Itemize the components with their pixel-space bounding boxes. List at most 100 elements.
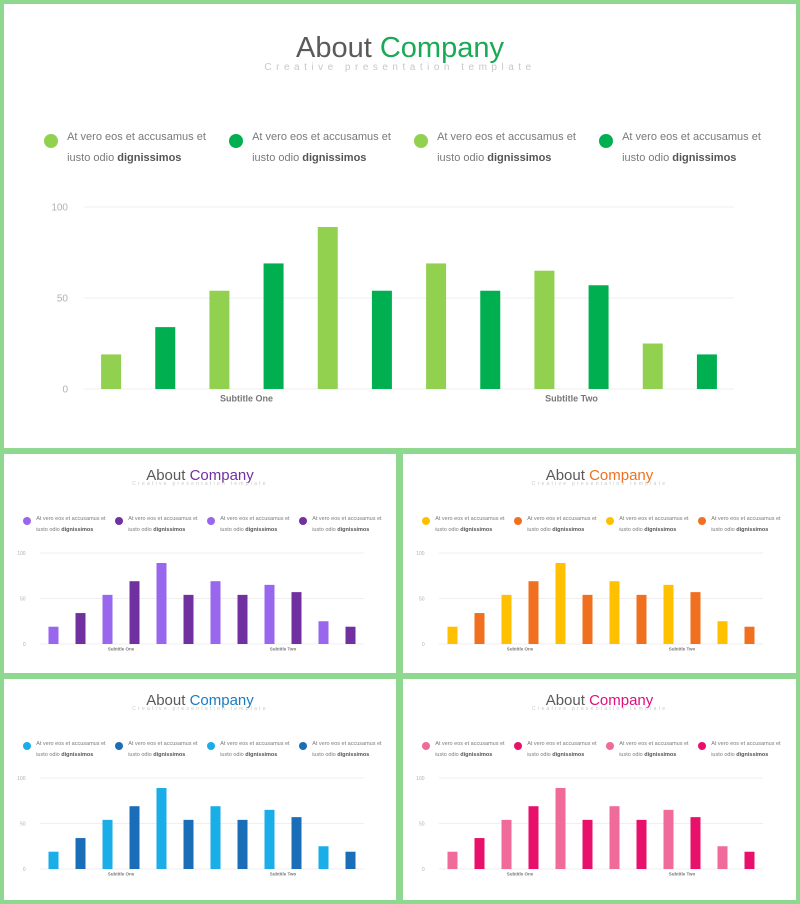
title-plain: About <box>545 692 590 709</box>
legend-line1: At vero eos et accusamus et <box>252 131 391 143</box>
group-label: Subtitle One <box>220 394 273 404</box>
slide-main: About Company Creative presentation templ… <box>4 4 796 448</box>
bar <box>101 354 122 389</box>
y-tick-label: 100 <box>416 776 425 782</box>
bar-chart: 0 50 100 Subtitle One Subtitle Two <box>17 551 364 651</box>
legend-line2-plain: iusto odio <box>527 526 553 533</box>
y-tick-label: 0 <box>62 385 68 396</box>
page-title: About Company <box>4 467 396 484</box>
legend-line1: At vero eos et accusamus et <box>36 516 106 522</box>
bar <box>264 809 275 869</box>
bar <box>696 354 717 389</box>
group-label: Subtitle One <box>108 646 135 651</box>
bar <box>447 626 458 644</box>
legend-line2-bold: dignissimos <box>245 526 278 533</box>
group-label: Subtitle Two <box>270 646 297 651</box>
bar <box>237 819 248 869</box>
bar <box>102 819 113 869</box>
legend-line2: iusto odio dignissimos <box>128 527 185 533</box>
legend-line2: iusto odio dignissimos <box>527 527 584 533</box>
legend-line2-bold: dignissimos <box>337 751 370 758</box>
bar <box>609 581 620 644</box>
y-tick-label: 0 <box>422 642 425 648</box>
legend-line2-plain: iusto odio <box>312 526 338 533</box>
bar <box>717 621 728 644</box>
legend-line2-bold: dignissimos <box>61 751 94 758</box>
bar <box>501 819 512 869</box>
bar <box>555 788 566 869</box>
bar <box>426 263 447 389</box>
y-tick-label: 0 <box>23 642 26 648</box>
bar <box>264 584 275 644</box>
bar <box>156 788 167 869</box>
page-title: About Company <box>4 692 396 709</box>
legend-dot-icon <box>514 742 522 751</box>
legend-line2-bold: dignissimos <box>302 152 367 164</box>
title-plain: About <box>545 467 590 484</box>
y-tick-label: 50 <box>57 294 69 305</box>
bar <box>480 290 501 389</box>
title-plain: About <box>146 692 190 709</box>
legend-line2-bold: dignissimos <box>644 526 677 533</box>
legend-dot-icon <box>606 517 614 526</box>
legend-line2-bold: dignissimos <box>552 526 585 533</box>
group-label: Subtitle One <box>507 646 534 651</box>
legend-line2: iusto odio dignissimos <box>312 752 369 758</box>
legend-line2-plain: iusto odio <box>619 751 645 758</box>
legend-line2-plain: iusto odio <box>312 751 338 758</box>
legend-line2: iusto odio dignissimos <box>435 527 492 533</box>
legend-line1: At vero eos et accusamus et <box>437 131 576 143</box>
bar <box>690 592 701 644</box>
title-accent: Company <box>189 692 254 709</box>
bar <box>75 613 86 644</box>
bar <box>642 343 663 389</box>
legend-dot-icon <box>207 742 215 751</box>
legend-line1: At vero eos et accusamus et <box>711 741 781 747</box>
legend-dot-icon <box>115 742 123 751</box>
legend-line2-plain: iusto odio <box>252 152 303 164</box>
legend-dot-icon <box>698 742 706 751</box>
bar <box>75 838 86 869</box>
bar-chart: 0 50 100 Subtitle One Subtitle Two <box>51 203 734 404</box>
page-subtitle: Creative presentation template <box>531 481 668 487</box>
bar <box>155 327 176 389</box>
slide-pink: About Company Creative presentation templ… <box>403 679 796 900</box>
legend-line2-plain: iusto odio <box>67 152 118 164</box>
legend-dot-icon <box>23 742 31 751</box>
bar <box>636 594 647 644</box>
legend-line1: At vero eos et accusamus et <box>312 741 382 747</box>
bar <box>582 819 593 869</box>
legend-line2-plain: iusto odio <box>128 526 154 533</box>
legend-line1: At vero eos et accusamus et <box>128 741 198 747</box>
legend-line1: At vero eos et accusamus et <box>435 516 505 522</box>
title-accent: Company <box>589 692 654 709</box>
legend-dot-icon <box>207 517 215 526</box>
page-subtitle: Creative presentation template <box>132 481 268 487</box>
bar <box>48 626 59 644</box>
legend-dot-icon <box>422 742 430 751</box>
legend-line2-plain: iusto odio <box>711 526 737 533</box>
legend-line1: At vero eos et accusamus et <box>527 516 597 522</box>
legend-line2-bold: dignissimos <box>337 526 370 533</box>
y-tick-label: 0 <box>23 867 26 873</box>
bar <box>474 613 485 644</box>
legend-line1: At vero eos et accusamus et <box>527 741 597 747</box>
bar <box>534 270 555 389</box>
legend-line1: At vero eos et accusamus et <box>435 741 505 747</box>
legend-dot-icon <box>44 133 58 148</box>
bar <box>690 817 701 869</box>
bar <box>555 563 566 644</box>
legend-line2: iusto odio dignissimos <box>435 752 492 758</box>
y-tick-label: 100 <box>17 551 26 557</box>
group-label: Subtitle Two <box>669 646 696 651</box>
page-title: About Company <box>403 692 796 709</box>
legend-line2: iusto odio dignissimos <box>527 752 584 758</box>
legend-line2-bold: dignissimos <box>644 751 677 758</box>
bar <box>183 594 194 644</box>
legend-line2: iusto odio dignissimos <box>711 527 768 533</box>
legend-line1: At vero eos et accusamus et <box>128 516 198 522</box>
page-subtitle: Creative presentation template <box>132 706 268 712</box>
legend-line2-plain: iusto odio <box>36 526 62 533</box>
legend-line2-bold: dignissimos <box>487 152 552 164</box>
legend-line2-bold: dignissimos <box>552 751 585 758</box>
